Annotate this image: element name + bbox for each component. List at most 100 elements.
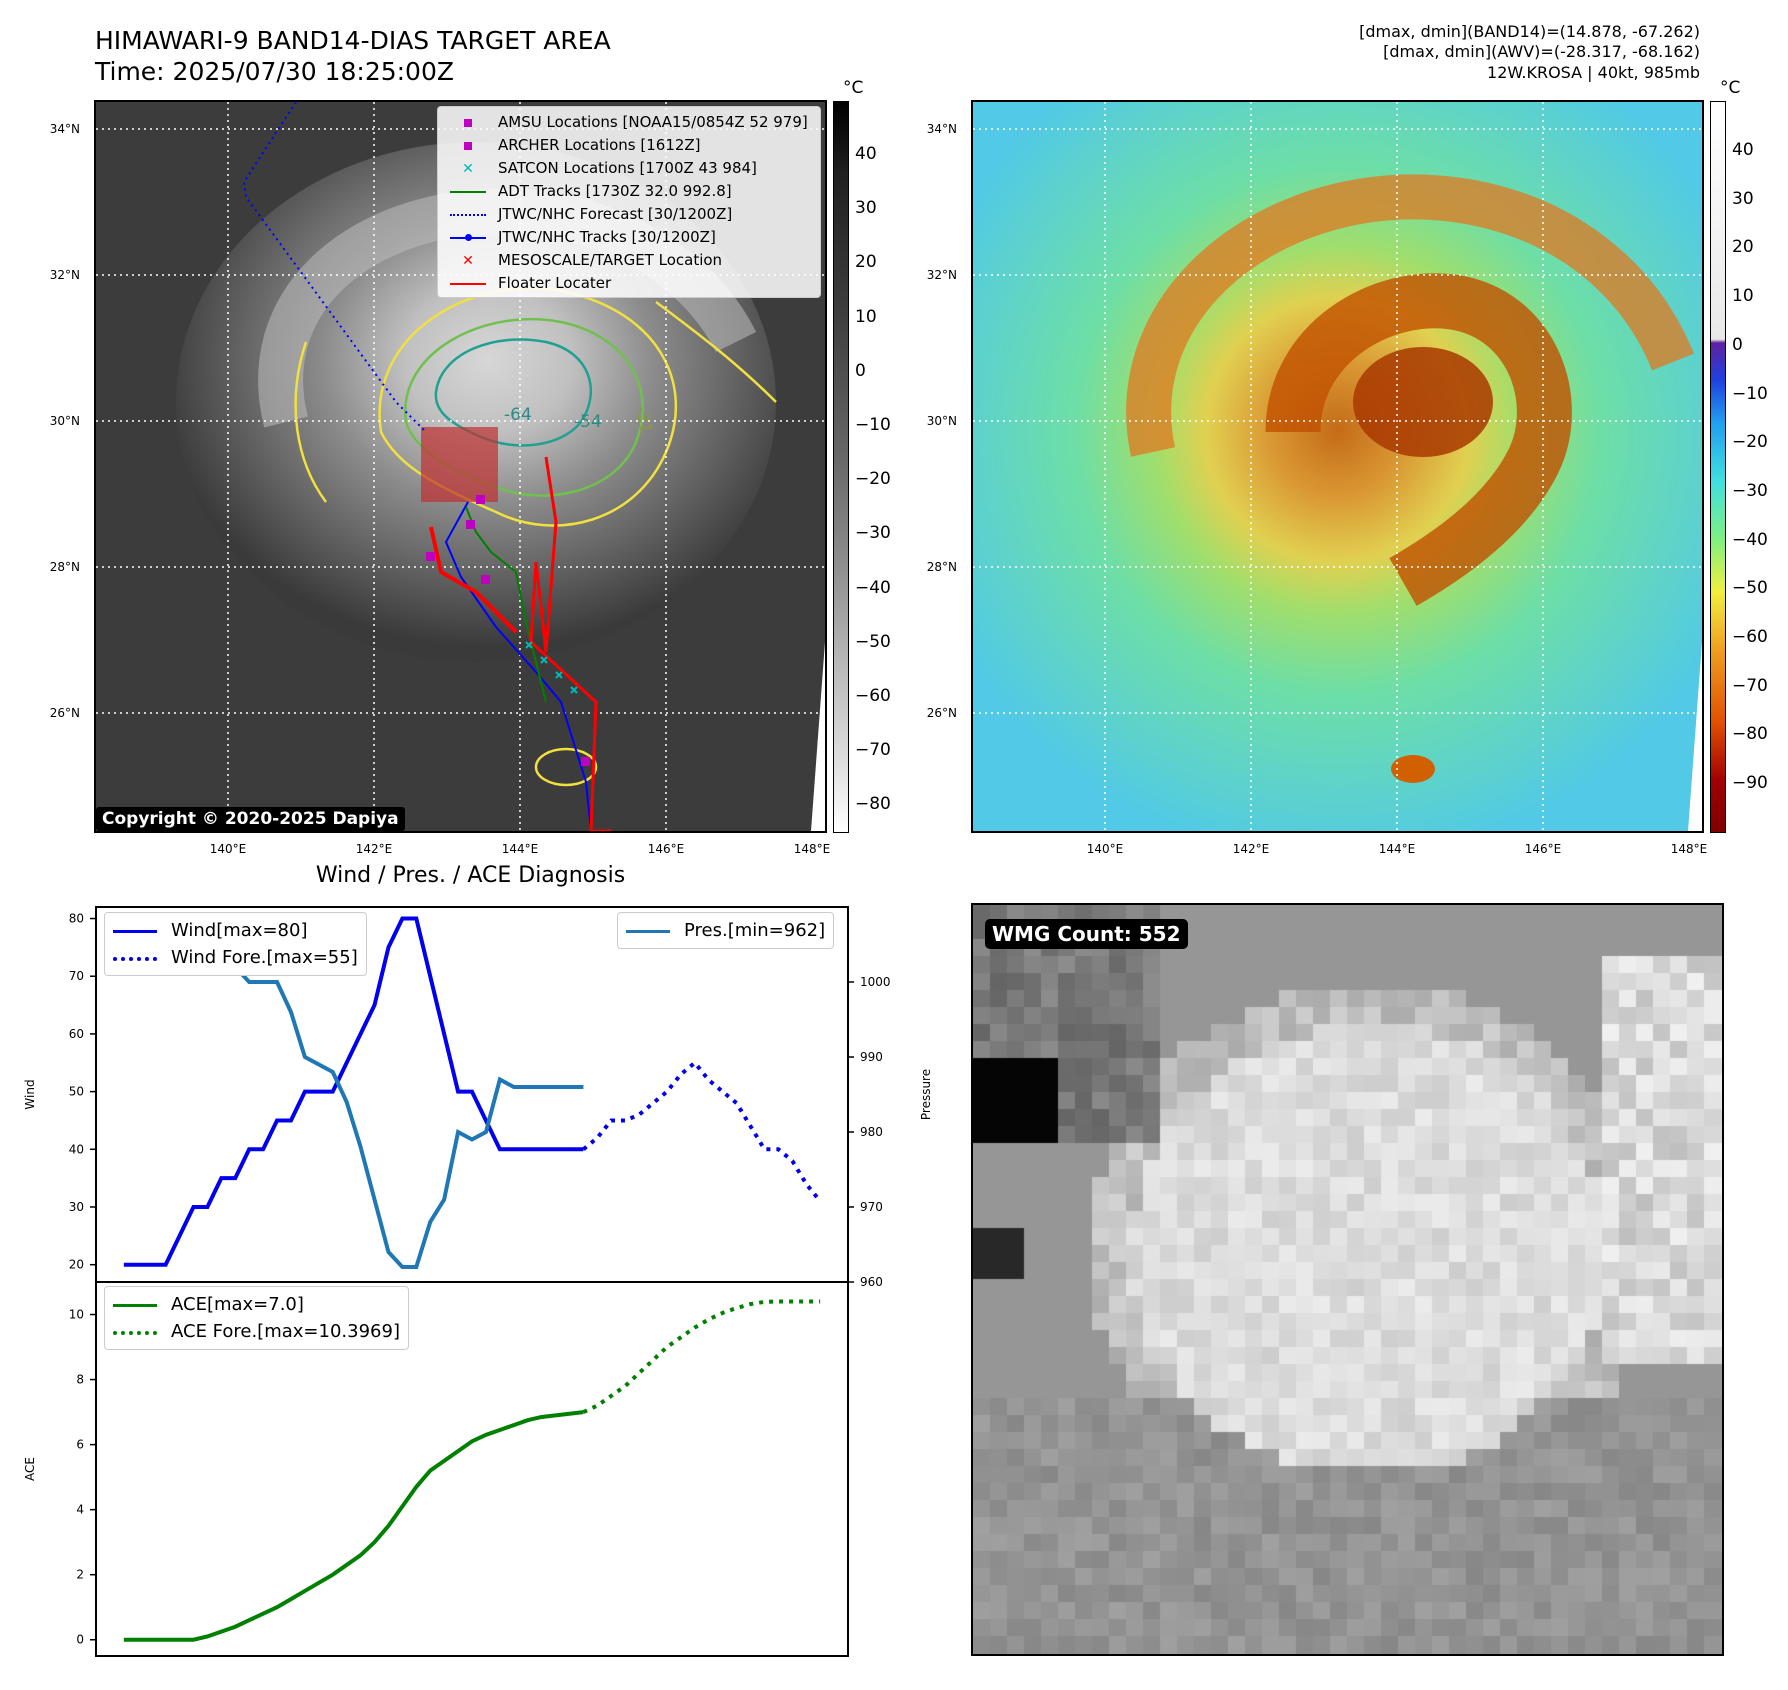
colorbar-right-tick: −20 xyxy=(1732,432,1768,453)
colorbar-right-tick: −30 xyxy=(1732,480,1768,501)
series-line-wind-max- xyxy=(123,916,584,1267)
colorbar-left-tick: −10 xyxy=(855,415,891,435)
ace-axis-tick-label: 10 xyxy=(69,1308,84,1322)
lon-tick-144-right: 144°E xyxy=(1378,842,1416,856)
series-line-ace-fore-max- xyxy=(582,1299,821,1414)
wmg-count-label: WMG Count: 552 xyxy=(985,919,1188,949)
colorbar-right-tick: −40 xyxy=(1732,529,1768,550)
colorbar-left-tick: 30 xyxy=(855,198,877,219)
legend-satcon: ✕ SATCON Locations [1700Z 43 984] xyxy=(462,159,757,177)
colorbar-left-tick: −50 xyxy=(855,631,891,652)
pressure-axis-tick-label: 980 xyxy=(860,1125,883,1139)
info-line3: 12W.KROSA | 40kt, 985mb xyxy=(1487,63,1700,82)
lat-tick-34-right: 34°N xyxy=(926,122,957,136)
lon-tick-146: 146°E xyxy=(647,842,685,856)
colorbar-left-tick: −80 xyxy=(855,794,891,815)
lat-tick-30: 30°N xyxy=(49,414,80,428)
copyright-label: Copyright © 2020-2025 Dapiya xyxy=(96,807,405,831)
colorbar-left-tick: −30 xyxy=(855,523,891,544)
colorbar-right xyxy=(1710,101,1726,833)
wind-axis-tick-label: 40 xyxy=(69,1142,84,1156)
info-line1: [dmax, dmin](BAND14)=(14.878, -67.262) xyxy=(1359,22,1700,41)
legend-mesoscale: ✕ MESOSCALE/TARGET Location xyxy=(462,251,723,269)
legend-jtwc-forecast: JTWC/NHC Forecast [30/1200Z] xyxy=(446,203,812,226)
lat-tick-30-right: 30°N xyxy=(926,414,957,428)
chart-title: Wind / Pres. / ACE Diagnosis xyxy=(315,863,626,888)
pressure-axis-tick-label: 990 xyxy=(860,1050,883,1064)
ace-axis-tick-label: 6 xyxy=(76,1438,84,1452)
lon-tick-146-right: 146°E xyxy=(1524,842,1562,856)
lon-tick-142-right: 142°E xyxy=(1232,842,1270,856)
pressure-axis-label: Pressure xyxy=(919,1069,933,1120)
lon-tick-148: 148°E xyxy=(793,842,831,856)
lat-tick-28-right: 28°N xyxy=(926,560,957,574)
wind-axis-tick-label: 20 xyxy=(69,1258,84,1272)
legend-jtwc-tracks: JTWC/NHC Tracks [30/1200Z] xyxy=(446,226,812,249)
ace-axis-label: ACE xyxy=(23,1457,37,1481)
colorbar-right-tick: −10 xyxy=(1732,383,1768,404)
lat-tick-34: 34°N xyxy=(49,122,80,136)
colorbar-left-tick: −60 xyxy=(855,686,891,706)
ir-map-panel: -64 -54 -31 xyxy=(94,100,827,833)
colorbar-right-unit: °C xyxy=(1720,78,1741,98)
series-line-wind-fore-max- xyxy=(582,1059,822,1203)
legend-adt: ADT Tracks [1730Z 32.0 992.8] xyxy=(446,180,812,203)
ace-axis-tick-label: 2 xyxy=(76,1568,84,1582)
wind-axis-tick-label: 80 xyxy=(69,912,84,926)
wind-axis-tick-label: 30 xyxy=(69,1200,84,1214)
colorbar-right-tick: −70 xyxy=(1732,675,1768,696)
colorbar-right-tick: 0 xyxy=(1732,334,1743,355)
wind-legend: Wind[max=80] Wind Fore.[max=55] xyxy=(104,912,367,976)
info-line2: [dmax, dmin](AWV)=(-28.317, -68.162) xyxy=(1383,42,1700,61)
pressure-legend: Pres.[min=962] xyxy=(617,912,835,949)
lon-tick-144: 144°E xyxy=(501,842,539,856)
colorbar-right-tick: 40 xyxy=(1732,140,1754,160)
colorbar-left xyxy=(833,101,849,833)
series-line-ace-max- xyxy=(123,1410,584,1642)
lat-tick-32-right: 32°N xyxy=(926,268,957,282)
legend-floater: Floater Locater xyxy=(446,272,812,295)
lat-tick-32: 32°N xyxy=(49,268,80,282)
colorbar-right-tick: −60 xyxy=(1732,627,1768,647)
lat-tick-26-right: 26°N xyxy=(926,706,957,720)
lon-tick-140: 140°E xyxy=(209,842,247,856)
wind-axis-tick-label: 50 xyxy=(69,1085,84,1099)
contour-label-31: -31 xyxy=(631,404,656,435)
awv-map-image xyxy=(973,102,1702,831)
pressure-axis-tick-label: 1000 xyxy=(860,975,891,989)
figure-title-line1: HIMAWARI-9 BAND14-DIAS TARGET AREA xyxy=(95,26,611,55)
wind-axis-tick-label: 70 xyxy=(69,969,84,983)
figure-title-line2: Time: 2025/07/30 18:25:00Z xyxy=(95,57,454,86)
colorbar-right-tick: −50 xyxy=(1732,578,1768,599)
lat-tick-28: 28°N xyxy=(49,560,80,574)
lon-tick-140-right: 140°E xyxy=(1086,842,1124,856)
pressure-axis-tick-label: 970 xyxy=(860,1200,883,1214)
legend-archer: ARCHER Locations [1612Z] xyxy=(446,134,812,157)
map-legend: AMSU Locations [NOAA15/0854Z 52 979] ARC… xyxy=(437,106,821,298)
colorbar-right-tick: 10 xyxy=(1732,286,1754,307)
wmg-panel: WMG Count: 552 xyxy=(971,903,1724,1656)
colorbar-right-tick: 20 xyxy=(1732,237,1754,258)
awv-map-panel xyxy=(971,100,1704,833)
pressure-axis-tick-label: 960 xyxy=(860,1275,883,1289)
contour-label-64: -64 xyxy=(504,405,532,425)
colorbar-left-tick: 20 xyxy=(855,252,877,273)
ace-axis-tick-label: 8 xyxy=(76,1373,84,1387)
legend-amsu: AMSU Locations [NOAA15/0854Z 52 979] xyxy=(446,111,812,134)
colorbar-left-tick: −20 xyxy=(855,469,891,490)
colorbar-left-tick: −40 xyxy=(855,577,891,598)
lon-tick-148-right: 148°E xyxy=(1670,842,1708,856)
colorbar-left-tick: 0 xyxy=(855,360,866,381)
lat-tick-26: 26°N xyxy=(49,706,80,720)
lon-tick-142: 142°E xyxy=(355,842,393,856)
wind-axis-tick-label: 60 xyxy=(69,1027,84,1041)
ace-panel-frame xyxy=(95,1281,849,1657)
colorbar-left-tick: −70 xyxy=(855,740,891,761)
wmg-grid-image xyxy=(973,905,1722,1654)
colorbar-right-tick: −90 xyxy=(1732,773,1768,794)
ace-axis-tick-label: 0 xyxy=(76,1633,84,1647)
wind-axis-label: Wind xyxy=(23,1079,37,1109)
contour-label-54: -54 xyxy=(574,412,602,432)
ace-legend: ACE[max=7.0] ACE Fore.[max=10.3969] xyxy=(104,1286,409,1350)
colorbar-left-tick: 10 xyxy=(855,306,877,327)
